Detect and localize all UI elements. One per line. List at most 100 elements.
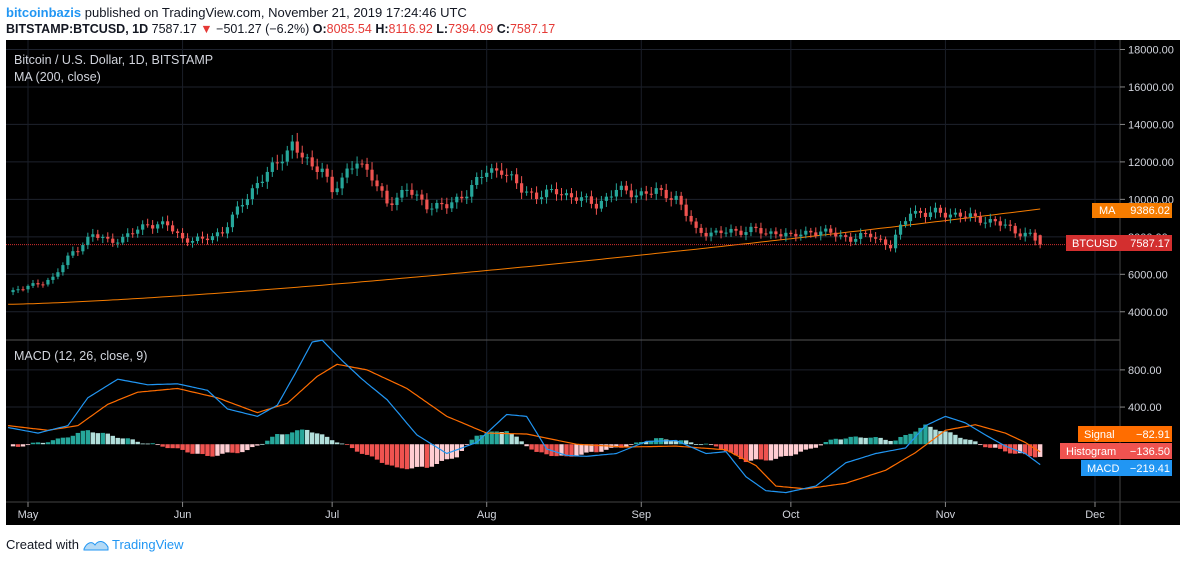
candle — [619, 181, 623, 197]
candle — [81, 242, 85, 255]
candle — [360, 159, 364, 168]
price-tick-label: 18000.00 — [1128, 44, 1174, 56]
candle — [784, 228, 788, 242]
candle — [1023, 227, 1027, 242]
histogram-bar — [424, 444, 430, 468]
candle — [290, 134, 294, 159]
candle-body — [714, 230, 718, 233]
candle — [938, 204, 943, 218]
candle-body — [255, 183, 259, 189]
candle-body — [918, 210, 923, 213]
candle-body — [874, 237, 878, 239]
histogram-bar — [155, 444, 160, 446]
candle — [629, 183, 633, 204]
candle-body — [470, 185, 474, 197]
candle-body — [440, 202, 444, 205]
histogram-bar — [419, 444, 425, 467]
candle-body — [151, 225, 155, 229]
tradingview-link[interactable]: TradingView — [111, 537, 184, 552]
macd-tick-label: 400.00 — [1128, 402, 1162, 414]
histogram-bar — [80, 430, 86, 445]
candle — [839, 230, 843, 240]
candle-body — [933, 207, 938, 213]
candle — [759, 222, 763, 239]
histogram-bar — [903, 434, 908, 445]
candle — [539, 190, 544, 205]
candle-body — [774, 231, 778, 235]
candle — [948, 208, 953, 224]
candle-body — [520, 183, 524, 193]
candle — [729, 224, 733, 237]
candle-body — [754, 226, 758, 229]
candle — [31, 280, 35, 289]
histogram-bar — [55, 438, 61, 445]
candle-body — [270, 162, 274, 172]
candle — [804, 226, 808, 239]
candle-body — [794, 233, 798, 237]
candle — [953, 208, 957, 218]
histogram-bar — [484, 433, 489, 445]
histogram-bar — [898, 436, 903, 445]
candle-body — [1008, 224, 1012, 226]
candle-body — [948, 214, 953, 218]
histogram-bar — [1032, 444, 1038, 458]
histogram-bar — [993, 444, 998, 448]
candle-body — [275, 162, 279, 164]
histogram-bar — [255, 444, 260, 446]
candle-body — [380, 186, 384, 191]
histogram-bar — [843, 438, 848, 445]
candle-body — [604, 196, 608, 201]
candle — [61, 262, 65, 276]
candle — [121, 233, 125, 245]
candle-body — [928, 212, 933, 217]
candle — [669, 191, 673, 207]
close-value: 7587.17 — [509, 22, 556, 36]
candle — [529, 187, 534, 200]
chart-canvas[interactable]: 4000.006000.008000.0010000.0012000.00140… — [0, 40, 1188, 525]
candle-body — [111, 238, 115, 243]
candle — [739, 225, 743, 238]
candle — [305, 153, 309, 166]
histogram-bar — [115, 437, 120, 445]
candle — [958, 209, 962, 223]
candle — [101, 234, 105, 244]
histogram-bar — [40, 442, 46, 445]
author-link[interactable]: bitcoinbazis — [6, 5, 82, 20]
candle — [903, 217, 908, 228]
candle — [300, 145, 304, 164]
histogram-bar — [439, 444, 445, 461]
candle — [375, 174, 379, 192]
candle-body — [126, 233, 130, 237]
candle-body — [599, 200, 603, 209]
ma-badge-label: MA — [1099, 205, 1116, 217]
candle — [460, 190, 464, 203]
histogram-bar — [524, 444, 529, 447]
candle-body — [465, 196, 469, 199]
candle — [450, 197, 454, 213]
candle — [544, 184, 549, 204]
histogram-bar — [265, 440, 270, 445]
candle — [415, 190, 419, 202]
candle — [794, 229, 798, 242]
candle-body — [375, 180, 379, 187]
candle — [624, 180, 628, 195]
candle-body — [56, 272, 60, 277]
candle-body — [709, 232, 713, 237]
candle — [973, 209, 977, 222]
candle-body — [804, 230, 808, 235]
histogram-bar — [683, 440, 689, 445]
candle — [395, 192, 399, 211]
candle-body — [729, 228, 733, 233]
histogram-bar — [773, 444, 779, 459]
time-axis[interactable]: May Jun Jul Aug Sep Oct Nov Dec — [18, 502, 1106, 521]
macd-axis[interactable]: 400.00 800.00 — [1120, 365, 1162, 414]
candle-body — [529, 191, 534, 193]
candle-body — [490, 168, 494, 173]
candle-body — [235, 206, 240, 215]
candle — [116, 238, 120, 248]
candle — [1033, 229, 1037, 246]
candle-body — [340, 177, 344, 189]
histogram-bar — [818, 444, 823, 446]
candle-body — [21, 289, 25, 291]
histogram-bar — [339, 443, 345, 445]
